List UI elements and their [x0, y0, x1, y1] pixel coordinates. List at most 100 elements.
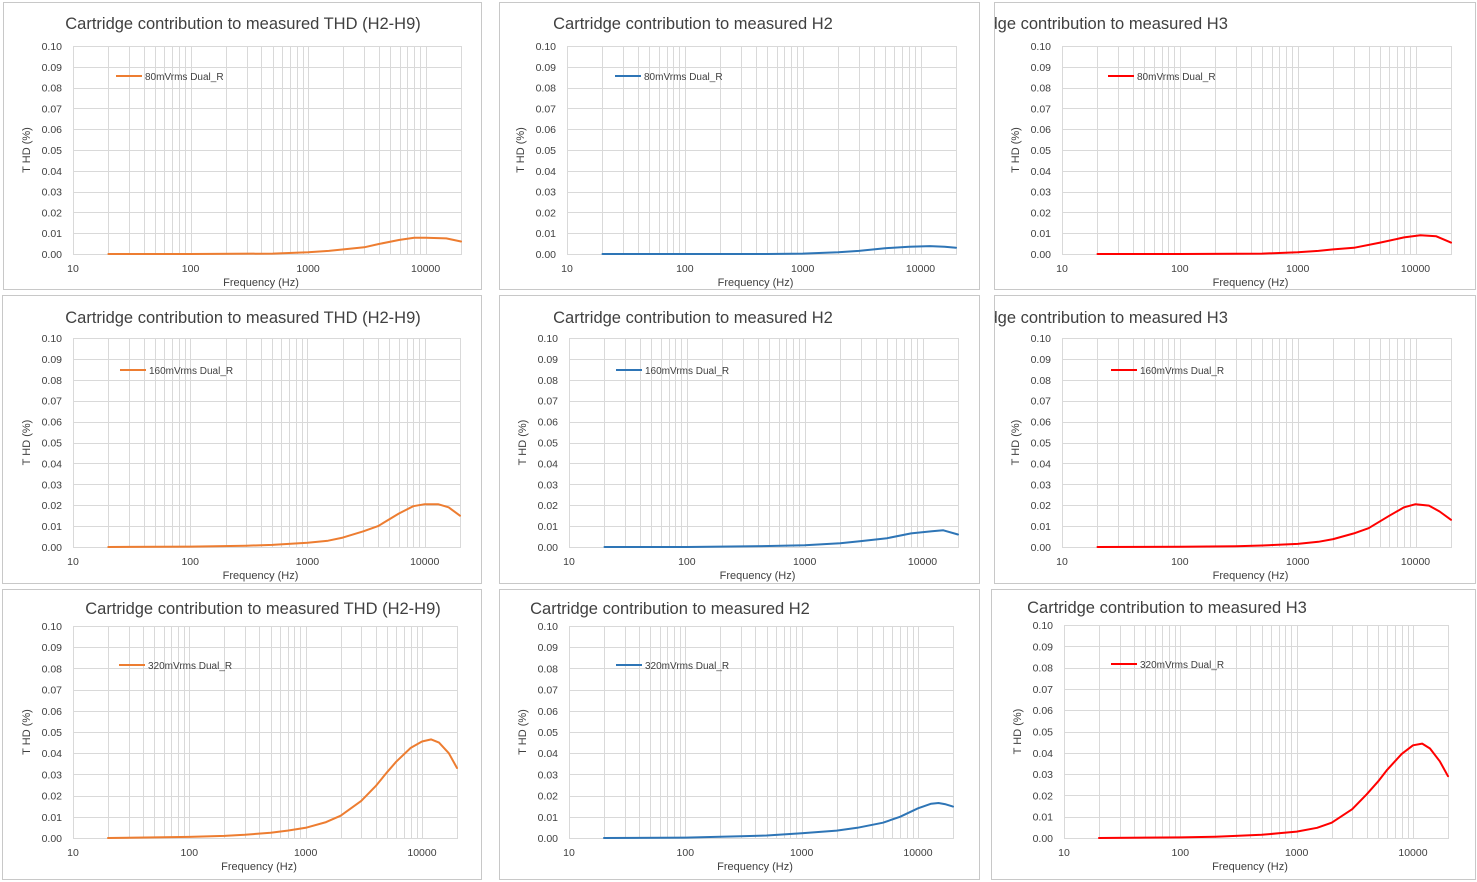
y-tick-label: 0.10 [42, 41, 63, 53]
y-tick-label: 0.10 [536, 41, 557, 53]
y-tick-label: 0.08 [42, 375, 63, 387]
y-axis-label: T HD (%) [517, 420, 529, 466]
y-tick-label: 0.06 [536, 124, 557, 136]
x-tick-label: 100 [1171, 556, 1189, 568]
y-tick-label: 0.04 [538, 458, 559, 470]
chart-panel-4: Cartridge contribution to measured THD (… [2, 295, 482, 584]
y-tick-label: 0.00 [42, 542, 63, 554]
y-tick-label: 0.06 [1033, 705, 1054, 717]
chart-panel-8: Cartridge contribution to measured H2 0.0… [499, 589, 980, 880]
x-tick-label: 100 [182, 263, 200, 275]
y-tick-label: 0.10 [1033, 620, 1054, 632]
series-line [107, 738, 458, 839]
y-tick-label: 0.03 [538, 479, 559, 491]
series-line [601, 245, 957, 255]
legend-label: 320mVrms Dual_R [1140, 660, 1224, 671]
y-axis-label: T HD (%) [1010, 127, 1022, 173]
y-tick-label: 0.05 [42, 145, 63, 157]
legend: 80mVrms Dual_R [116, 72, 224, 83]
x-tick-label: 100 [1171, 263, 1189, 275]
y-tick-label: 0.06 [1031, 124, 1052, 136]
legend: 160mVrms Dual_R [1111, 366, 1224, 377]
x-axis-label: Frequency (Hz) [221, 861, 297, 873]
legend: 80mVrms Dual_R [615, 72, 723, 83]
y-tick-label: 0.03 [42, 479, 63, 491]
y-axis-label: T HD (%) [21, 420, 33, 466]
y-tick-label: 0.05 [538, 727, 559, 739]
x-tick-label: 10000 [1401, 263, 1430, 275]
x-tick-label: 100 [181, 847, 199, 859]
y-tick-label: 0.08 [1031, 83, 1052, 95]
series-line [1098, 742, 1449, 839]
y-tick-label: 0.09 [538, 642, 559, 654]
x-tick-label: 10 [1056, 263, 1068, 275]
y-tick-label: 0.05 [42, 727, 63, 739]
x-tick-label: 10 [67, 847, 79, 859]
x-tick-label: 10000 [410, 556, 439, 568]
y-tick-label: 0.08 [538, 663, 559, 675]
x-tick-label: 1000 [296, 556, 320, 568]
y-tick-label: 0.02 [538, 791, 559, 803]
y-tick-label: 0.03 [1031, 187, 1052, 199]
series-line [1096, 503, 1452, 548]
chart-title: Cartridge contribution to measured THD (… [65, 309, 421, 327]
x-tick-label: 10000 [407, 847, 436, 859]
chart-svg: Cartridge contribution to measured H3 0.0… [1012, 599, 1449, 873]
plot-area [73, 626, 458, 839]
y-tick-label: 0.09 [1031, 62, 1052, 74]
y-tick-label: 0.08 [42, 663, 63, 675]
chart-panel-7: Cartridge contribution to measured THD (… [2, 589, 482, 880]
y-axis-label: T HD (%) [515, 127, 527, 173]
x-tick-label: 1000 [793, 556, 817, 568]
y-tick-label: 0.10 [538, 621, 559, 633]
y-tick-label: 0.06 [42, 417, 63, 429]
y-tick-label: 0.04 [42, 166, 63, 178]
y-tick-label: 0.07 [1033, 684, 1054, 696]
x-tick-label: 10000 [908, 556, 937, 568]
x-axis-label: Frequency (Hz) [223, 277, 299, 289]
y-tick-label: 0.02 [1031, 500, 1052, 512]
x-tick-label: 10 [561, 263, 573, 275]
grid [1062, 338, 1452, 548]
chart-panel-2: Cartridge contribution to measured H2 0.0… [499, 2, 980, 290]
y-tick-label: 0.10 [42, 621, 63, 633]
series-line [107, 236, 462, 255]
y-tick-label: 0.04 [1031, 166, 1052, 178]
x-tick-label: 10000 [1401, 556, 1430, 568]
legend: 320mVrms Dual_R [119, 661, 232, 672]
y-tick-label: 0.00 [1031, 542, 1052, 554]
chart-title: Cartridge contribution to measured H2 [553, 15, 833, 33]
x-tick-label: 10 [563, 556, 575, 568]
y-tick-label: 0.05 [536, 145, 557, 157]
chart-svg: Cartridge contribution to measured H3 0.0… [995, 309, 1452, 582]
y-tick-label: 0.02 [536, 207, 557, 219]
series-line [1096, 234, 1452, 255]
x-tick-label: 10 [1056, 556, 1068, 568]
y-tick-label: 0.07 [538, 396, 559, 408]
x-tick-label: 1000 [1286, 556, 1310, 568]
x-axis-label: Frequency (Hz) [717, 861, 793, 873]
x-axis-label: Frequency (Hz) [1213, 277, 1289, 289]
grid [1062, 46, 1452, 255]
legend: 320mVrms Dual_R [616, 661, 729, 672]
plot-area [569, 338, 959, 548]
y-tick-label: 0.06 [538, 706, 559, 718]
x-tick-label: 10000 [1398, 847, 1427, 859]
chart-svg: Cartridge contribution to measured H2 0.0… [515, 15, 957, 289]
chart-title: Cartridge contribution to measured H3 [995, 309, 1228, 327]
y-tick-label: 0.07 [1031, 396, 1052, 408]
y-tick-label: 0.07 [42, 685, 63, 697]
chart-panel-5: Cartridge contribution to measured H2 0.0… [499, 295, 980, 584]
y-tick-label: 0.01 [42, 812, 63, 824]
y-tick-label: 0.00 [538, 833, 559, 845]
chart-title: Cartridge contribution to measured H2 [530, 600, 810, 618]
grid [1064, 625, 1449, 839]
grid [73, 46, 462, 255]
y-tick-label: 0.05 [1031, 438, 1052, 450]
x-tick-label: 10000 [411, 263, 440, 275]
chart-title: Cartridge contribution to measured H2 [553, 309, 833, 327]
y-tick-label: 0.02 [42, 207, 63, 219]
chart-title: Cartridge contribution to measured H3 [1027, 599, 1307, 617]
x-tick-label: 10 [67, 556, 79, 568]
plot-area [1064, 625, 1449, 839]
